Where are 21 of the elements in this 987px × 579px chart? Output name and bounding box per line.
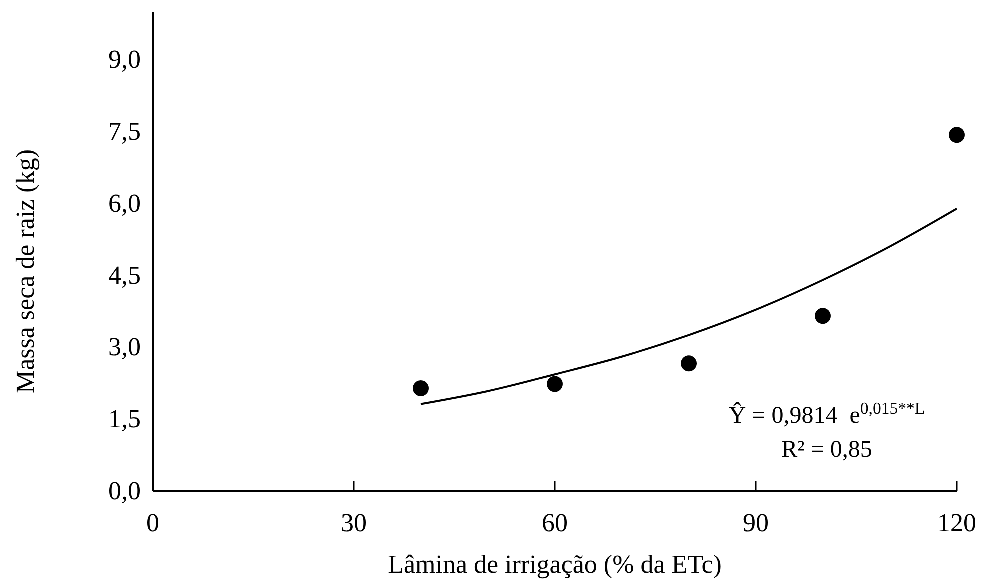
point xyxy=(815,308,831,324)
y-tick-label: 9,0 xyxy=(108,45,141,74)
x-tick-label: 120 xyxy=(938,508,976,538)
annotation: Ŷ = 0,9814 e$^{0,015**L}$ xyxy=(728,398,926,429)
y-tick-label: 0,0 xyxy=(108,476,141,506)
point xyxy=(949,127,965,144)
y-tick-label: 7,5 xyxy=(108,117,141,146)
point xyxy=(547,376,563,392)
x-tick-label: 30 xyxy=(341,508,367,538)
x-tick-label: 0 xyxy=(146,508,160,538)
y-tick-label: 4,5 xyxy=(108,260,141,290)
annotation: R² = 0,85 xyxy=(782,437,872,463)
y-tick-label: 6,0 xyxy=(108,188,141,218)
y-axis-title: Massa seca de raiz (kg) xyxy=(11,150,40,394)
x-tick-label: 60 xyxy=(542,508,568,538)
point xyxy=(681,356,697,372)
y-tick-label: 1,5 xyxy=(108,404,141,434)
x-axis-title: Lâmina de irrigação (% da ETc) xyxy=(388,550,722,579)
point xyxy=(413,380,429,396)
y-tick-label: 3,0 xyxy=(108,332,141,362)
x-tick-label: 90 xyxy=(743,508,769,538)
